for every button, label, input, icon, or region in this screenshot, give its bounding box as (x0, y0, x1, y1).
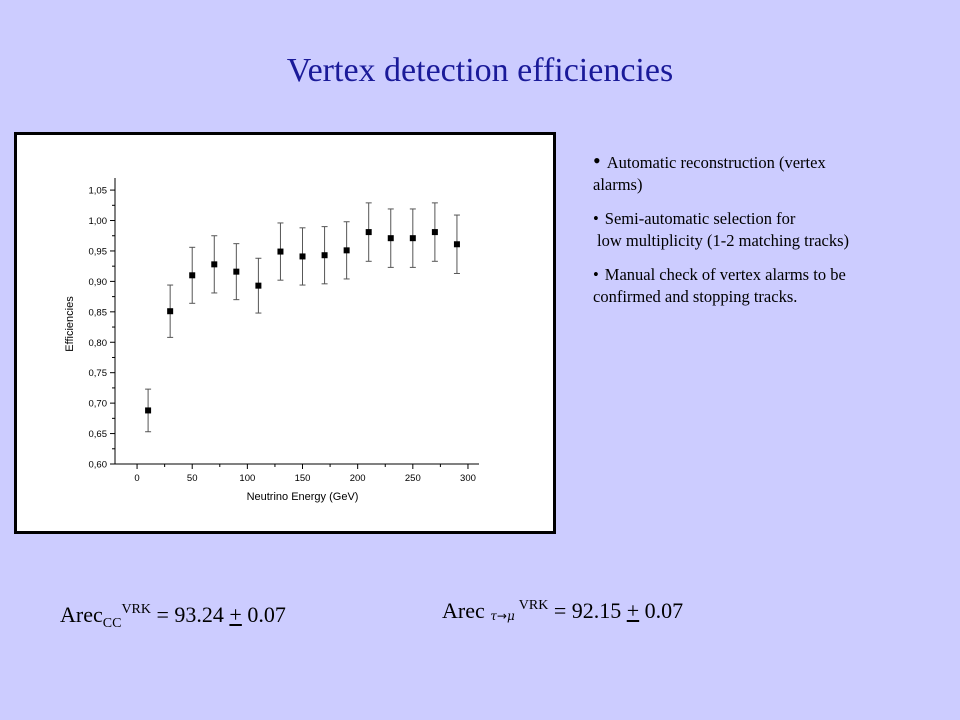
chart-frame: 0,60 0,65 0,70 0,75 0,80 0,85 0,90 0,95 1,00 1,05… (14, 132, 556, 534)
formula-cc-superscript: VRK (121, 602, 151, 617)
bullet-dot: • (593, 265, 599, 284)
y-tick-label: 1,05 (89, 186, 108, 197)
y-tick-label: 0,60 (89, 460, 108, 471)
x-tick-label: 200 (350, 473, 366, 484)
efficiency-chart: 0,60 0,65 0,70 0,75 0,80 0,85 0,90 0,95 1,00 1,05… (64, 178, 479, 503)
bullet-item-semi-automatic: • Semi-automatic selection for low multip… (593, 208, 943, 252)
y-tick-label: 0,80 (89, 338, 108, 349)
formula-tau-value: = 92.15 (548, 598, 627, 623)
data-point (409, 235, 416, 242)
x-tick-label: 300 (460, 473, 476, 484)
data-point (343, 247, 350, 254)
tau-symbol: τ (490, 609, 497, 623)
data-point (387, 235, 394, 242)
data-point (211, 261, 218, 268)
data-point (255, 282, 262, 289)
formula-cc-error: 0.07 (241, 602, 286, 627)
formula-cc-subscript: CC (102, 616, 122, 631)
formula-arec-tau-mu: Arec τ→μVRK = 92.15 + 0.07 (442, 598, 683, 624)
y-axis-label: Efficiencies (64, 296, 76, 352)
formula-tau-error: 0.07 (639, 598, 684, 623)
bullet-3-line-2: confirmed and stopping tracks. (593, 287, 798, 306)
bullet-list: • Automatic reconstruction (vertex alarms… (593, 150, 943, 320)
data-point (299, 253, 306, 260)
formula-tau-prefix: Arec (442, 598, 491, 623)
data-point (321, 252, 328, 259)
slide-title: Vertex detection efficiencies (286, 52, 674, 89)
y-tick-label: 0,90 (89, 277, 108, 288)
x-tick-label: 50 (187, 473, 198, 484)
bullet-1-line-2: alarms) (593, 175, 643, 194)
x-tick-label: 150 (295, 473, 311, 484)
bullet-1-line-1: Automatic reconstruction (vertex (606, 153, 826, 172)
bullet-item-automatic: • Automatic reconstruction (vertex alarms… (593, 150, 943, 196)
y-tick-label: 1,00 (89, 216, 108, 227)
y-tick-label: 0,95 (89, 246, 108, 257)
formula-cc-value: = 93.24 (151, 602, 230, 627)
data-point (167, 308, 174, 315)
data-point (453, 241, 460, 248)
arrow-symbol: → (496, 609, 507, 623)
data-point (145, 407, 152, 414)
mu-symbol: μ (506, 609, 515, 623)
formula-tau-superscript: VRK (518, 598, 549, 613)
y-tick-label: 0,70 (89, 399, 108, 410)
y-tick-label: 0,65 (89, 429, 108, 440)
data-point (189, 272, 196, 279)
x-axis-label: Neutrino Energy (GeV) (247, 491, 359, 503)
y-tick-label: 0,75 (89, 368, 108, 379)
bullet-2-line-2: low multiplicity (1-2 matching tracks) (597, 231, 850, 250)
formula-cc-plus-minus: + (229, 602, 242, 627)
formula-tau-plus-minus: + (626, 598, 640, 623)
formula-cc-prefix: Arec (60, 602, 103, 627)
data-point (277, 248, 284, 255)
formula-arec-cc: ArecCCVRK = 93.24 + 0.07 (60, 602, 286, 632)
bullet-2-line-1: Semi-automatic selection for (604, 209, 796, 228)
x-tick-label: 250 (405, 473, 421, 484)
bullet-dot: • (593, 148, 601, 173)
bullet-item-manual-check: • Manual check of vertex alarms to be con… (593, 264, 943, 308)
data-point (233, 268, 240, 275)
x-tick-label: 0 (134, 473, 139, 484)
bullet-3-line-1: Manual check of vertex alarms to be (604, 265, 846, 284)
bullet-dot: • (593, 209, 599, 228)
y-tick-label: 0,85 (89, 307, 108, 318)
data-point (431, 229, 438, 236)
data-point (365, 229, 372, 236)
x-tick-label: 100 (239, 473, 255, 484)
